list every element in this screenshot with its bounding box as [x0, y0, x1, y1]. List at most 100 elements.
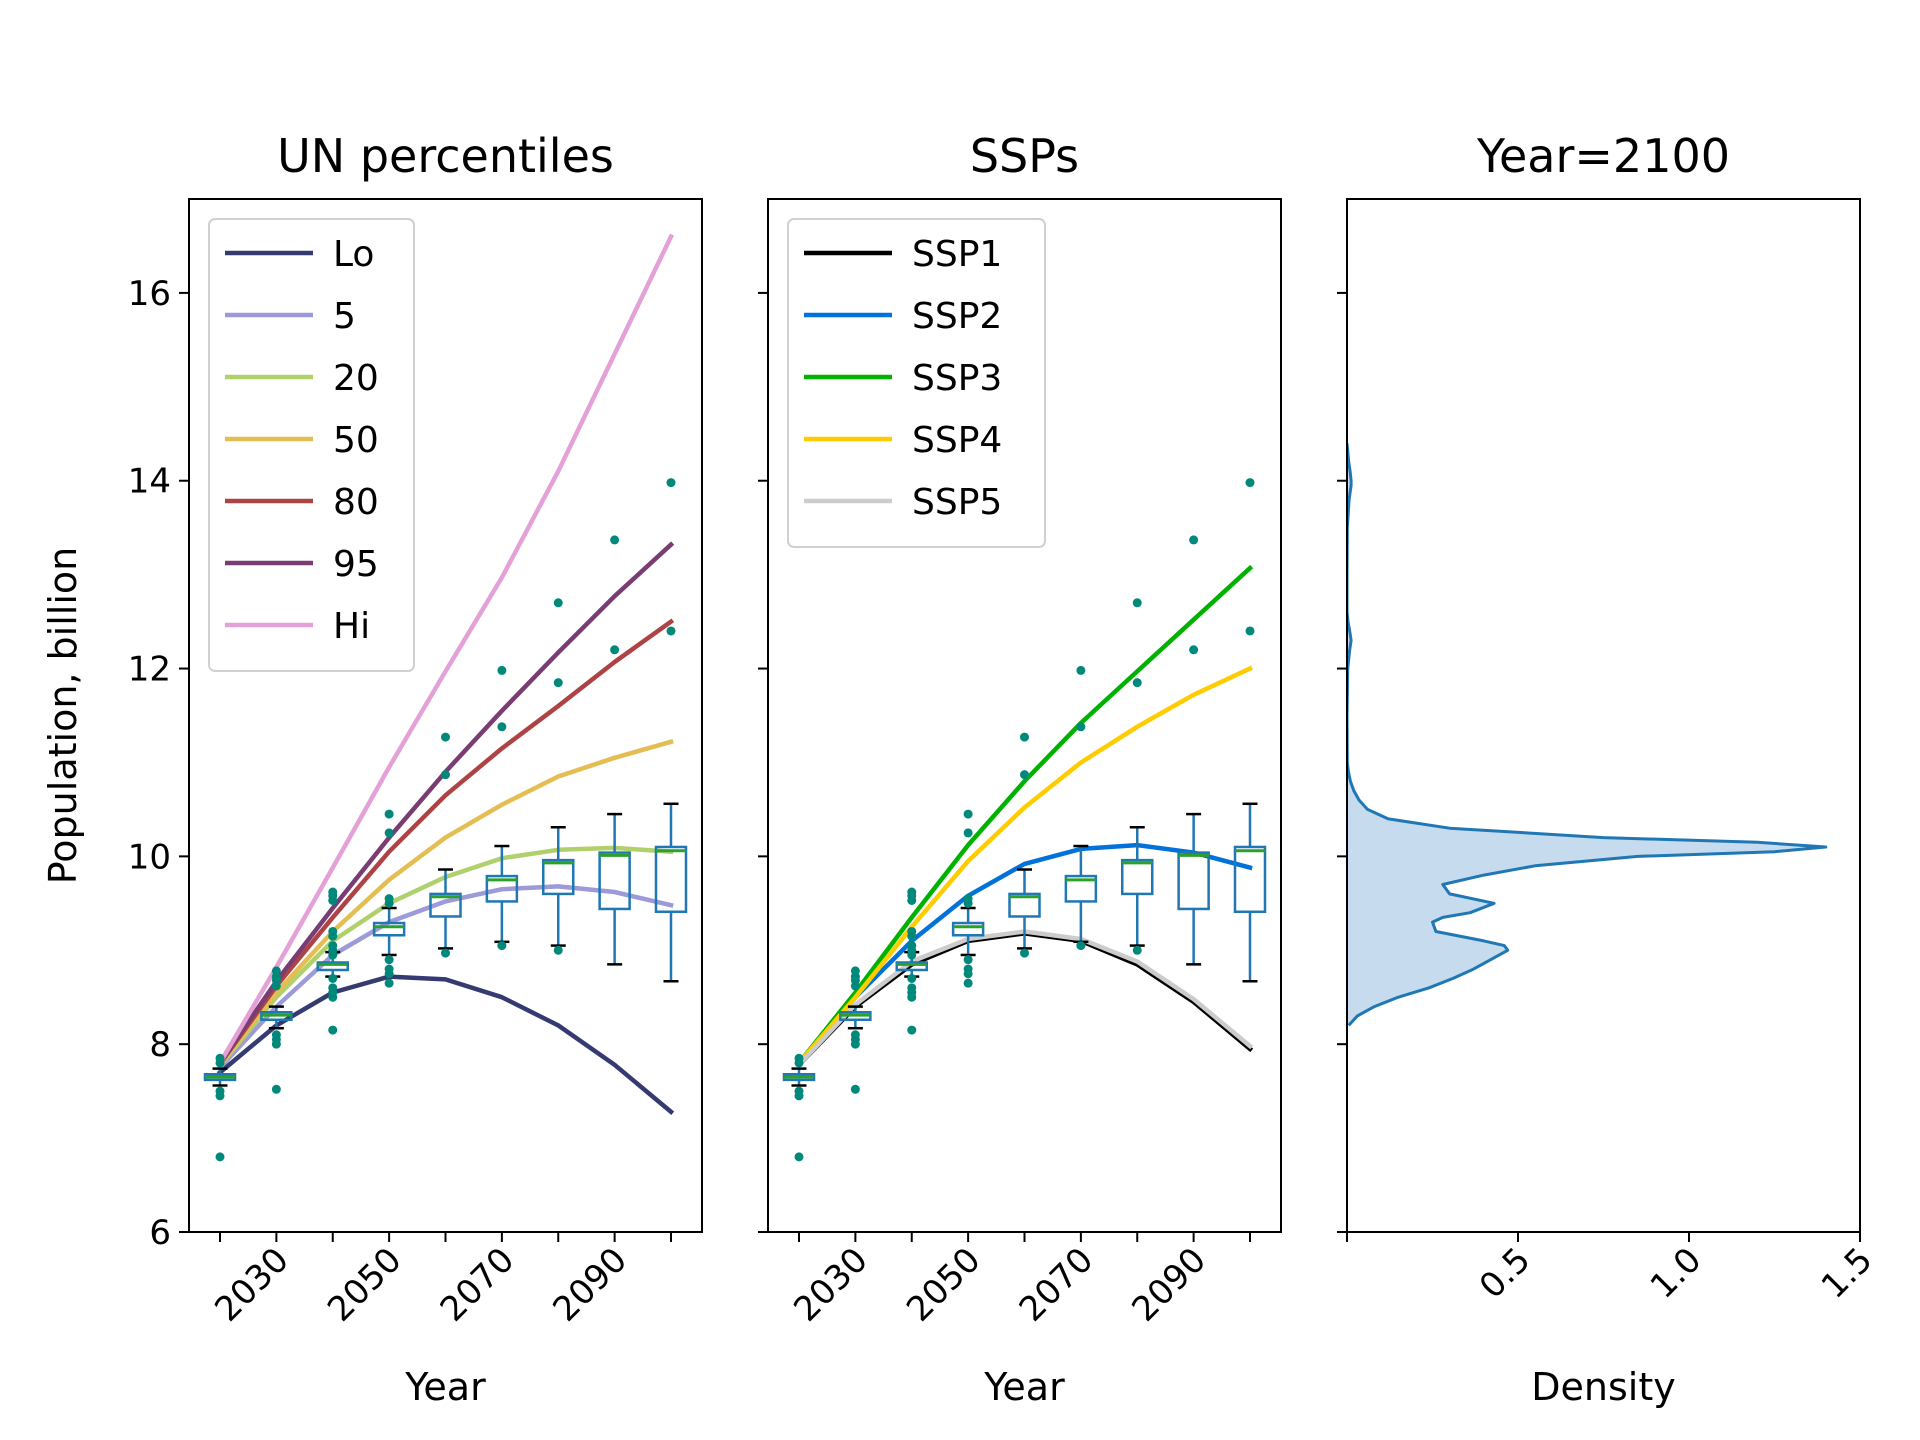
outlier-point — [384, 978, 394, 988]
x-tick-label: 2090 — [1125, 1240, 1214, 1329]
box-iqr — [1120, 858, 1154, 896]
legend-label-5: 5 — [333, 296, 356, 337]
series-line-5 — [216, 884, 674, 1071]
boxplot-2100 — [654, 802, 688, 983]
outlier-point — [850, 981, 860, 991]
series-line-lo — [216, 974, 675, 1115]
chart-title: UN percentiles — [277, 129, 614, 183]
outlier-point — [328, 992, 338, 1002]
plot-area — [782, 478, 1267, 1162]
outlier-point — [963, 969, 973, 979]
outlier-point — [907, 973, 917, 983]
density-line — [1347, 443, 1828, 1027]
box-iqr — [598, 851, 631, 911]
boxplot-2080 — [541, 826, 575, 947]
outlier-point — [271, 1084, 281, 1094]
y-tick-label: 14 — [128, 462, 171, 502]
outlier-point — [384, 809, 394, 819]
outlier-point — [384, 955, 394, 965]
x-tick-label: 1.5 — [1814, 1240, 1881, 1307]
x-tick-label: 1.0 — [1643, 1240, 1710, 1307]
legend-label-ssp2: SSP2 — [912, 296, 1002, 337]
outlier-point — [1132, 945, 1142, 955]
boxplot-2050 — [372, 906, 406, 957]
outlier-point — [907, 931, 917, 941]
outlier-point — [1020, 732, 1029, 742]
chart-title: SSPs — [970, 129, 1079, 183]
boxplot-2100 — [1233, 802, 1267, 983]
series-line-80 — [216, 618, 675, 1068]
panel-year-2100: 0.5 1.0 1.5 Year=2100 Density — [1337, 129, 1880, 1409]
outlier-point — [328, 896, 338, 906]
outlier-point — [1132, 598, 1142, 608]
box-iqr — [951, 921, 985, 937]
legend: SSP1 SSP2 SSP3 SSP4 SSP5 — [787, 218, 1046, 548]
panel-ssps: 2030 2050 2070 2090 SSPs Year SSP1 SSP2 SSP3 SSP4… — [758, 129, 1282, 1409]
outlier-point — [1020, 948, 1029, 958]
outlier-point — [497, 941, 507, 951]
density-fill — [1347, 443, 1826, 1026]
outlier-point — [963, 898, 973, 908]
box-iqr — [1177, 851, 1210, 911]
x-tick-label: 2030 — [207, 1240, 296, 1329]
boxplot-2080 — [1120, 826, 1154, 947]
series-line-50 — [216, 739, 674, 1068]
outlier-point — [215, 1152, 225, 1162]
boxplot-2030 — [260, 1005, 293, 1030]
axes-frame — [1346, 198, 1861, 1233]
plot-area — [1347, 443, 1828, 1027]
x-tick-label: 2070 — [433, 1240, 522, 1329]
outlier-point — [271, 1039, 281, 1049]
outlier-point — [497, 722, 507, 732]
y-tick-label: 16 — [128, 274, 171, 314]
y-axis-label: Population, billion — [41, 547, 85, 885]
legend-label-95: 95 — [333, 544, 379, 585]
outlier-point — [328, 973, 338, 983]
outlier-point — [553, 945, 563, 955]
outlier-point — [497, 665, 507, 675]
legend-label-ssp4: SSP4 — [912, 420, 1002, 461]
outlier-point — [794, 1091, 804, 1101]
outlier-point — [610, 645, 620, 655]
outlier-point — [271, 981, 281, 991]
y-tick-label: 12 — [128, 650, 171, 690]
outlier-point — [794, 1152, 804, 1162]
outlier-point — [794, 1058, 804, 1068]
box-iqr — [541, 858, 575, 896]
outlier-point — [1189, 645, 1199, 655]
outlier-point — [963, 809, 973, 819]
outlier-point — [384, 828, 394, 838]
legend-box — [787, 218, 1046, 548]
series-line-ssp3 — [795, 564, 1254, 1067]
legend-label-20: 20 — [333, 358, 379, 399]
outlier-point — [441, 770, 450, 780]
boxplot-2060 — [429, 868, 462, 950]
outlier-point — [850, 1039, 860, 1049]
outlier-point — [1132, 678, 1142, 688]
outlier-point — [907, 992, 917, 1002]
box-iqr — [372, 921, 406, 937]
plot-area — [203, 233, 688, 1162]
outlier-point — [1245, 478, 1255, 488]
legend: Lo 5 20 50 80 95 Hi — [208, 218, 415, 672]
box-iqr — [895, 961, 929, 972]
box-iqr — [316, 961, 350, 972]
x-tick-label: 0.5 — [1472, 1240, 1539, 1307]
x-axis-label: Year — [983, 1365, 1065, 1409]
series-line-ssp2 — [795, 842, 1253, 1068]
legend-label-ssp1: SSP1 — [912, 234, 1002, 275]
outlier-point — [907, 896, 917, 906]
boxplot-2030 — [839, 1005, 872, 1030]
x-axis-label: Density — [1531, 1365, 1675, 1409]
series-line-ssp4 — [795, 665, 1253, 1067]
outlier-point — [441, 732, 450, 742]
outlier-point — [1020, 770, 1029, 780]
outlier-point — [328, 950, 338, 960]
outlier-point — [907, 1025, 917, 1035]
box-iqr — [654, 845, 688, 914]
outlier-point — [553, 598, 563, 608]
legend-label-80: 80 — [333, 482, 379, 523]
boxplot-2060 — [1008, 868, 1041, 950]
boxplot-2020 — [203, 1067, 237, 1087]
